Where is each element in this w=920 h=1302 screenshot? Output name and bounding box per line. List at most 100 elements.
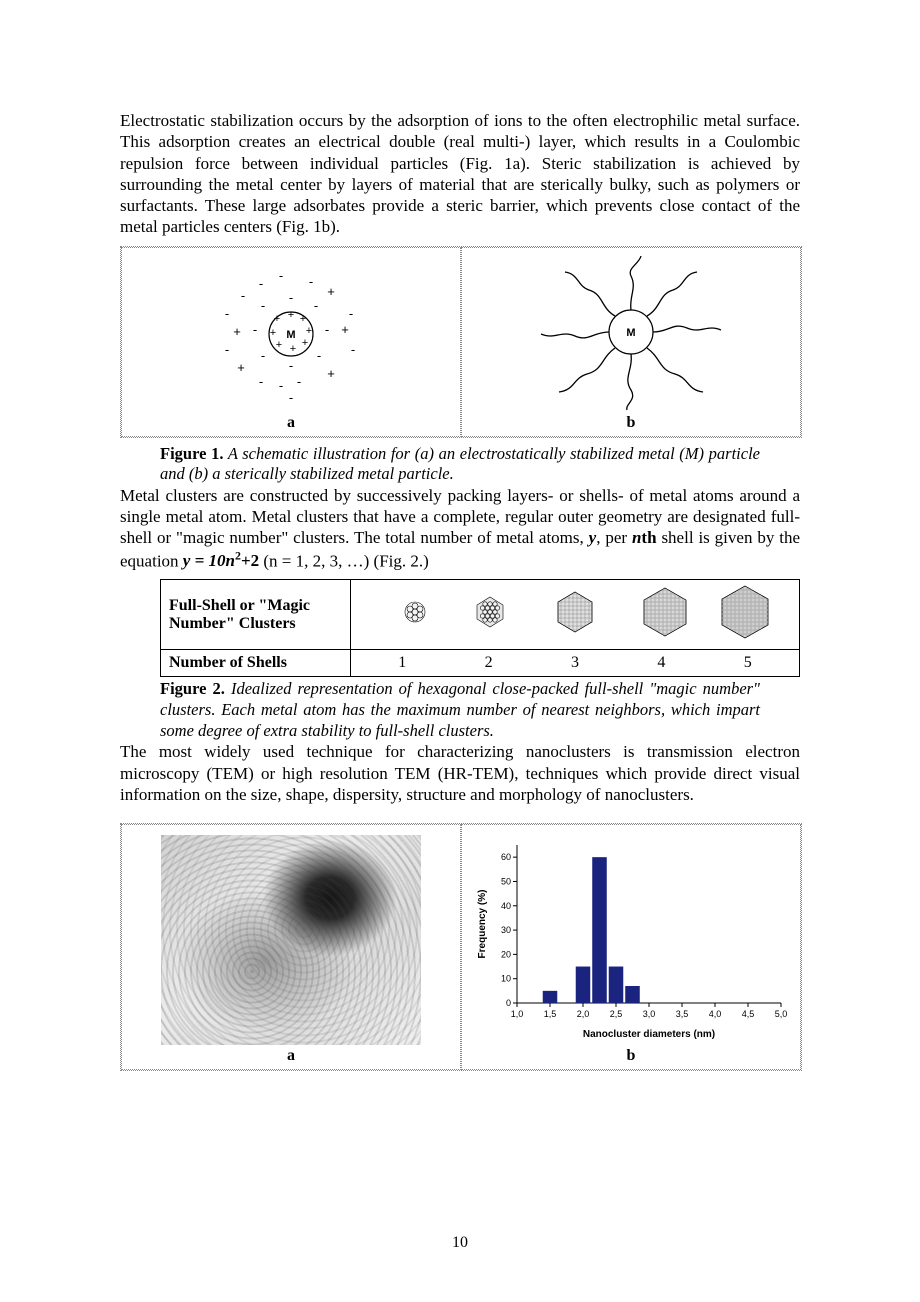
histogram-chart: 0 10 20 30 40 50 60 1,0 1,5 2,0 2,5 3,0 3,5 4,0 4,5 5,0… (471, 835, 791, 1045)
figure-1b-cell: M b (461, 247, 801, 437)
para2-n: n (632, 528, 641, 547)
svg-text:-: - (259, 374, 263, 389)
svg-text:-: - (279, 378, 283, 393)
figure-1b-label: b (466, 414, 796, 432)
svg-text:3,0: 3,0 (643, 1009, 656, 1019)
svg-text:+: + (276, 339, 282, 351)
shell-table-clusters-cell (351, 580, 800, 650)
svg-text:M: M (286, 329, 295, 341)
steric-diagram-icon: M (521, 252, 741, 412)
svg-text:1,0: 1,0 (511, 1009, 524, 1019)
svg-text:+: + (233, 324, 241, 339)
para2-eq-post: +2 (241, 551, 259, 570)
svg-text:-: - (289, 290, 293, 305)
para2-mid1: , per (596, 528, 632, 547)
paragraph-2: Metal clusters are constructed by succes… (120, 485, 800, 572)
svg-text:+: + (302, 337, 308, 349)
figure-1a-cell: M +++ +++ ++ --- --- -- --- +- ++ (121, 247, 461, 437)
shell-number: 2 (445, 654, 531, 672)
svg-text:Nanocluster diameters (nm): Nanocluster diameters (nm) (583, 1029, 715, 1040)
shell-table-header-2: Number of Shells (161, 650, 351, 677)
shell-table: Full-Shell or "Magic Number" Clusters (160, 579, 800, 677)
figure-3-panel: a 0 10 20 30 40 50 60 1,0 1,5 2,0 2,5 3,0 3,5 4,0 4,5 5… (120, 823, 802, 1071)
svg-text:+: + (341, 322, 349, 337)
page: Electrostatic stabilization occurs by th… (0, 0, 920, 1302)
para2-th: th (641, 528, 656, 547)
tem-image-icon (161, 835, 421, 1045)
paragraph-1: Electrostatic stabilization occurs by th… (120, 110, 800, 238)
page-number: 10 (0, 1234, 920, 1252)
figure-1-caption: Figure 1. A schematic illustration for (… (160, 444, 760, 485)
figure-2-caption-text: Idealized representation of hexagonal cl… (160, 679, 760, 739)
chart-svg-icon: 0 10 20 30 40 50 60 1,0 1,5 2,0 2,5 3,0 3,5 4,0 4,5 5,0… (471, 835, 791, 1045)
svg-text:+: + (274, 313, 280, 325)
svg-text:-: - (309, 274, 313, 289)
figure-1a-label: a (126, 414, 456, 432)
shell-number: 5 (705, 654, 791, 672)
svg-text:-: - (259, 276, 263, 291)
figure-3b-cell: 0 10 20 30 40 50 60 1,0 1,5 2,0 2,5 3,0 3,5 4,0 4,5 5,0… (461, 824, 801, 1070)
svg-text:20: 20 (501, 949, 511, 959)
svg-text:5,0: 5,0 (775, 1009, 788, 1019)
figure-2-caption-lead: Figure 2. (160, 679, 225, 698)
svg-text:+: + (300, 313, 306, 325)
svg-text:4,0: 4,0 (709, 1009, 722, 1019)
svg-text:+: + (327, 284, 335, 299)
svg-text:Frequency (%): Frequency (%) (477, 890, 488, 959)
svg-text:+: + (306, 325, 312, 337)
svg-text:2,5: 2,5 (610, 1009, 623, 1019)
para2-eq-n: n (226, 551, 235, 570)
cluster-illustrations-icon (375, 584, 775, 640)
svg-text:+: + (270, 327, 276, 339)
svg-text:+: + (327, 366, 335, 381)
svg-text:-: - (314, 298, 318, 313)
figure-3a-label: a (126, 1047, 456, 1065)
svg-text:60: 60 (501, 852, 511, 862)
paragraph-3: The most widely used technique for chara… (120, 741, 800, 805)
shell-number: 4 (618, 654, 704, 672)
svg-text:-: - (261, 298, 265, 313)
figure-3a-cell: a (121, 824, 461, 1070)
table-row: Number of Shells 12345 (161, 650, 800, 677)
svg-text:-: - (289, 358, 293, 373)
svg-text:50: 50 (501, 876, 511, 886)
svg-text:0: 0 (506, 998, 511, 1008)
svg-text:-: - (279, 268, 283, 283)
svg-text:-: - (351, 342, 355, 357)
figure-1-panel: M +++ +++ ++ --- --- -- --- +- ++ (120, 246, 802, 438)
svg-text:M: M (626, 327, 635, 339)
table-row: Full-Shell or "Magic Number" Clusters (161, 580, 800, 650)
shell-table-header-1: Full-Shell or "Magic Number" Clusters (161, 580, 351, 650)
svg-text:10: 10 (501, 974, 511, 984)
svg-text:-: - (241, 288, 245, 303)
svg-text:1,5: 1,5 (544, 1009, 557, 1019)
shell-numbers: 12345 (359, 654, 791, 672)
svg-text:-: - (261, 348, 265, 363)
shell-number: 3 (532, 654, 618, 672)
svg-text:-: - (225, 306, 229, 321)
electrostatic-diagram-icon: M +++ +++ ++ --- --- -- --- +- ++ (181, 252, 401, 412)
svg-text:-: - (317, 348, 321, 363)
shell-numbers-cell: 12345 (351, 650, 800, 677)
para2-eq-pre: y = 10 (183, 551, 226, 570)
figure-3b-label: b (466, 1047, 796, 1065)
figure-2-caption: Figure 2. Idealized representation of he… (160, 679, 760, 741)
figure-1-caption-lead: Figure 1. (160, 444, 223, 463)
svg-text:3,5: 3,5 (676, 1009, 689, 1019)
svg-text:30: 30 (501, 925, 511, 935)
svg-text:4,5: 4,5 (742, 1009, 755, 1019)
svg-text:-: - (289, 390, 293, 405)
svg-text:-: - (349, 306, 353, 321)
svg-text:-: - (253, 322, 257, 337)
svg-text:40: 40 (501, 901, 511, 911)
shell-number: 1 (359, 654, 445, 672)
svg-text:+: + (290, 343, 296, 355)
para2-post: (n = 1, 2, 3, …) (Fig. 2.) (259, 551, 429, 570)
svg-text:-: - (225, 342, 229, 357)
svg-text:+: + (237, 360, 245, 375)
svg-text:+: + (288, 309, 294, 321)
svg-text:-: - (325, 322, 329, 337)
svg-text:2,0: 2,0 (577, 1009, 590, 1019)
svg-text:-: - (297, 374, 301, 389)
figure-1-caption-text: A schematic illustration for (a) an elec… (160, 444, 760, 484)
